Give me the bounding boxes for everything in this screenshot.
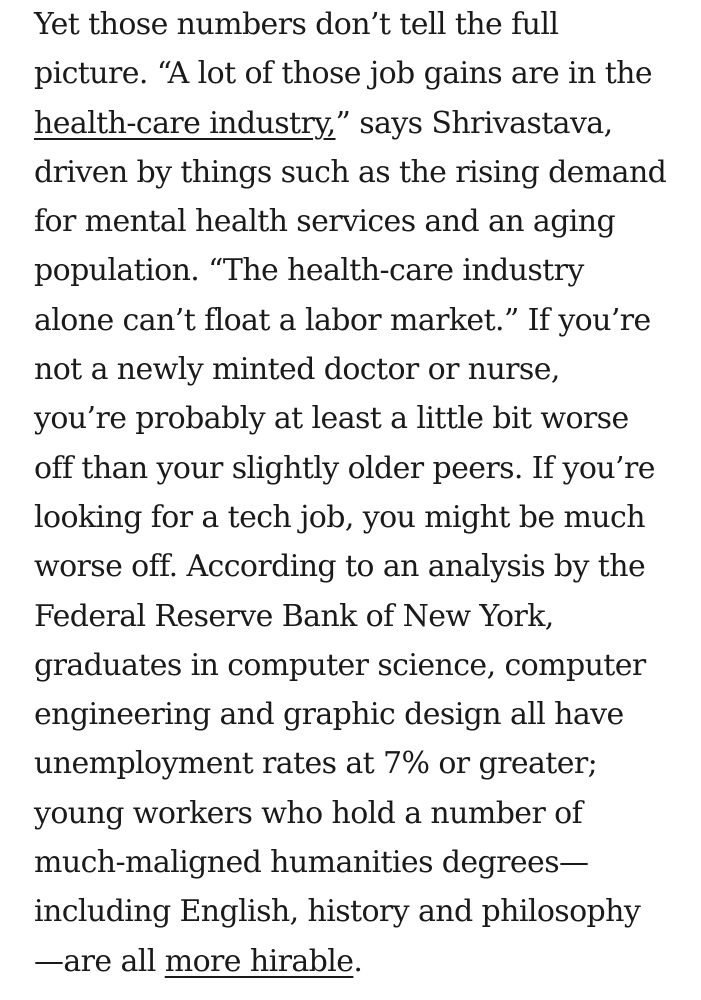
line-text: . [353, 943, 363, 979]
line-text: driven by things such as the rising dema… [34, 154, 667, 190]
paragraph-line: including English, history and philosoph… [34, 887, 694, 936]
paragraph-line: health-care industry,” says Shrivastava, [34, 99, 694, 148]
line-text: not a newly minted doctor or nurse, [34, 352, 560, 388]
line-text: population. “The health-care industry [34, 253, 584, 289]
line-text: looking for a tech job, you might be muc… [34, 499, 646, 535]
paragraph-line: driven by things such as the rising dema… [34, 148, 694, 197]
inline-link[interactable]: more hirable [164, 943, 354, 979]
paragraph-line: graduates in computer science, computer [34, 641, 694, 690]
line-text: worse off. According to an analysis by t… [34, 549, 646, 585]
paragraph-line: population. “The health-care industry [34, 246, 694, 295]
paragraph-line: looking for a tech job, you might be muc… [34, 493, 694, 542]
line-text: —are all [34, 943, 165, 979]
paragraph-line: Yet those numbers don’t tell the full [34, 0, 694, 49]
paragraph-line: Federal Reserve Bank of New York, [34, 592, 694, 641]
paragraph-line: —are all more hirable. [34, 937, 694, 986]
paragraph-line: unemployment rates at 7% or greater; [34, 739, 694, 788]
line-text: engineering and graphic design all have [34, 697, 624, 733]
line-text: picture. “A lot of those job gains are i… [34, 56, 653, 92]
line-text: ” says Shrivastava, [335, 105, 614, 141]
line-text: off than your slightly older peers. If y… [34, 450, 655, 486]
paragraph-line: worse off. According to an analysis by t… [34, 542, 694, 591]
line-text: Federal Reserve Bank of New York, [34, 598, 554, 634]
paragraph-line: picture. “A lot of those job gains are i… [34, 49, 694, 98]
inline-link[interactable]: health-care industry, [34, 105, 336, 141]
paragraph-line: much-maligned humanities degrees— [34, 838, 694, 887]
line-text: you’re probably at least a little bit wo… [34, 401, 629, 437]
paragraph-line: alone can’t float a labor market.” If yo… [34, 296, 694, 345]
line-text: much-maligned humanities degrees— [34, 845, 589, 881]
line-text: Yet those numbers don’t tell the full [34, 7, 559, 42]
line-text: alone can’t float a labor market.” If yo… [34, 302, 651, 338]
article-body: Yet those numbers don’t tell the full pic… [34, 0, 694, 986]
paragraph-line: not a newly minted doctor or nurse, [34, 345, 694, 394]
line-text: including English, history and philosoph… [34, 894, 641, 930]
line-text: young workers who hold a number of [34, 795, 583, 831]
paragraph-line: young workers who hold a number of [34, 789, 694, 838]
article-paragraph: Yet those numbers don’t tell the full pic… [34, 0, 694, 986]
paragraph-line: off than your slightly older peers. If y… [34, 444, 694, 493]
paragraph-line: engineering and graphic design all have [34, 690, 694, 739]
line-text: for mental health services and an aging [34, 204, 616, 240]
line-text: unemployment rates at 7% or greater; [34, 746, 598, 782]
paragraph-line: you’re probably at least a little bit wo… [34, 394, 694, 443]
line-text: graduates in computer science, computer [34, 647, 646, 683]
paragraph-line: for mental health services and an aging [34, 197, 694, 246]
